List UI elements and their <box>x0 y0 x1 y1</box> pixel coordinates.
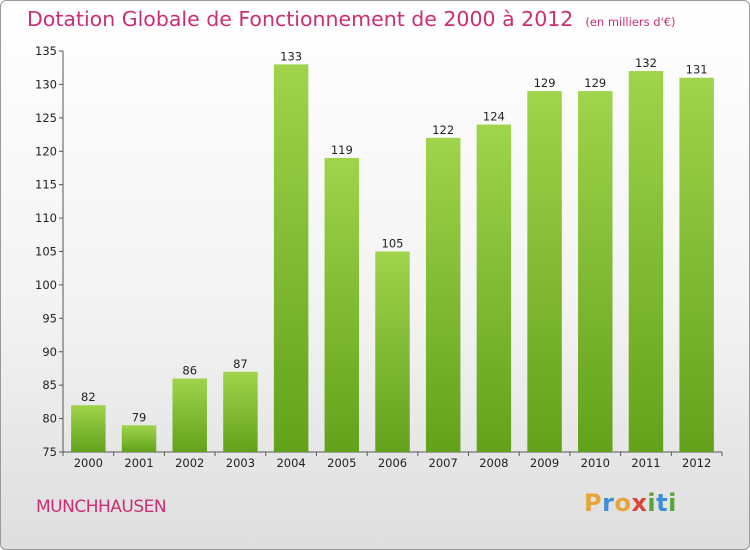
bar <box>425 137 461 452</box>
y-tick-label: 115 <box>35 178 57 192</box>
data-label: 105 <box>382 237 404 251</box>
y-tick-label: 130 <box>35 77 57 91</box>
y-tick-label: 135 <box>35 44 57 58</box>
data-label: 119 <box>331 143 353 157</box>
proxiti-logo[interactable]: Proxiti <box>584 489 677 517</box>
x-tick-label: 2004 <box>276 456 305 470</box>
data-label: 82 <box>81 390 96 404</box>
y-tick-label: 125 <box>35 111 57 125</box>
bar <box>324 157 360 452</box>
bar <box>223 371 258 452</box>
data-label: 124 <box>483 110 505 124</box>
x-tick-label: 2006 <box>378 456 407 470</box>
bar <box>527 91 562 452</box>
data-label: 129 <box>584 76 606 90</box>
y-tick-label: 120 <box>35 144 57 158</box>
bar <box>476 124 512 453</box>
x-tick-label: 2005 <box>327 456 356 470</box>
data-label: 86 <box>182 363 197 377</box>
y-tick-label: 95 <box>42 311 57 325</box>
y-tick-label: 80 <box>42 412 57 426</box>
bar <box>172 378 207 452</box>
data-label: 79 <box>132 410 147 424</box>
x-tick-label: 2003 <box>226 456 255 470</box>
x-tick-label: 2002 <box>175 456 204 470</box>
bar <box>71 405 106 452</box>
bar <box>375 251 410 452</box>
x-tick-label: 2000 <box>74 456 103 470</box>
y-tick-label: 110 <box>35 211 57 225</box>
x-tick-label: 2008 <box>479 456 508 470</box>
chart-title: Dotation Globale de Fonctionnement de 20… <box>27 7 676 31</box>
y-tick-label: 105 <box>35 245 57 259</box>
bar <box>121 425 157 452</box>
y-tick-label: 75 <box>42 445 57 459</box>
data-label: 131 <box>686 63 708 77</box>
data-label: 87 <box>233 357 248 371</box>
y-tick-label: 100 <box>35 278 57 292</box>
data-label: 129 <box>534 76 556 90</box>
data-label: 122 <box>432 123 454 137</box>
commune-name: MUNCHHAUSEN <box>36 497 167 517</box>
bar <box>628 71 664 453</box>
bar <box>273 64 309 452</box>
x-tick-label: 2011 <box>631 456 660 470</box>
x-tick-label: 2009 <box>530 456 559 470</box>
bar <box>578 91 613 452</box>
x-tick-label: 2001 <box>124 456 153 470</box>
chart-unit-note: (en milliers d'€) <box>585 15 676 29</box>
chart-title-main: Dotation Globale de Fonctionnement de 20… <box>27 7 574 31</box>
x-tick-label: 2010 <box>581 456 610 470</box>
x-tick-label: 2012 <box>682 456 711 470</box>
data-label: 133 <box>280 49 302 63</box>
y-tick-label: 90 <box>42 345 57 359</box>
bar <box>679 77 714 452</box>
x-tick-label: 2007 <box>429 456 458 470</box>
y-tick-label: 85 <box>42 378 57 392</box>
data-label: 132 <box>635 56 657 70</box>
